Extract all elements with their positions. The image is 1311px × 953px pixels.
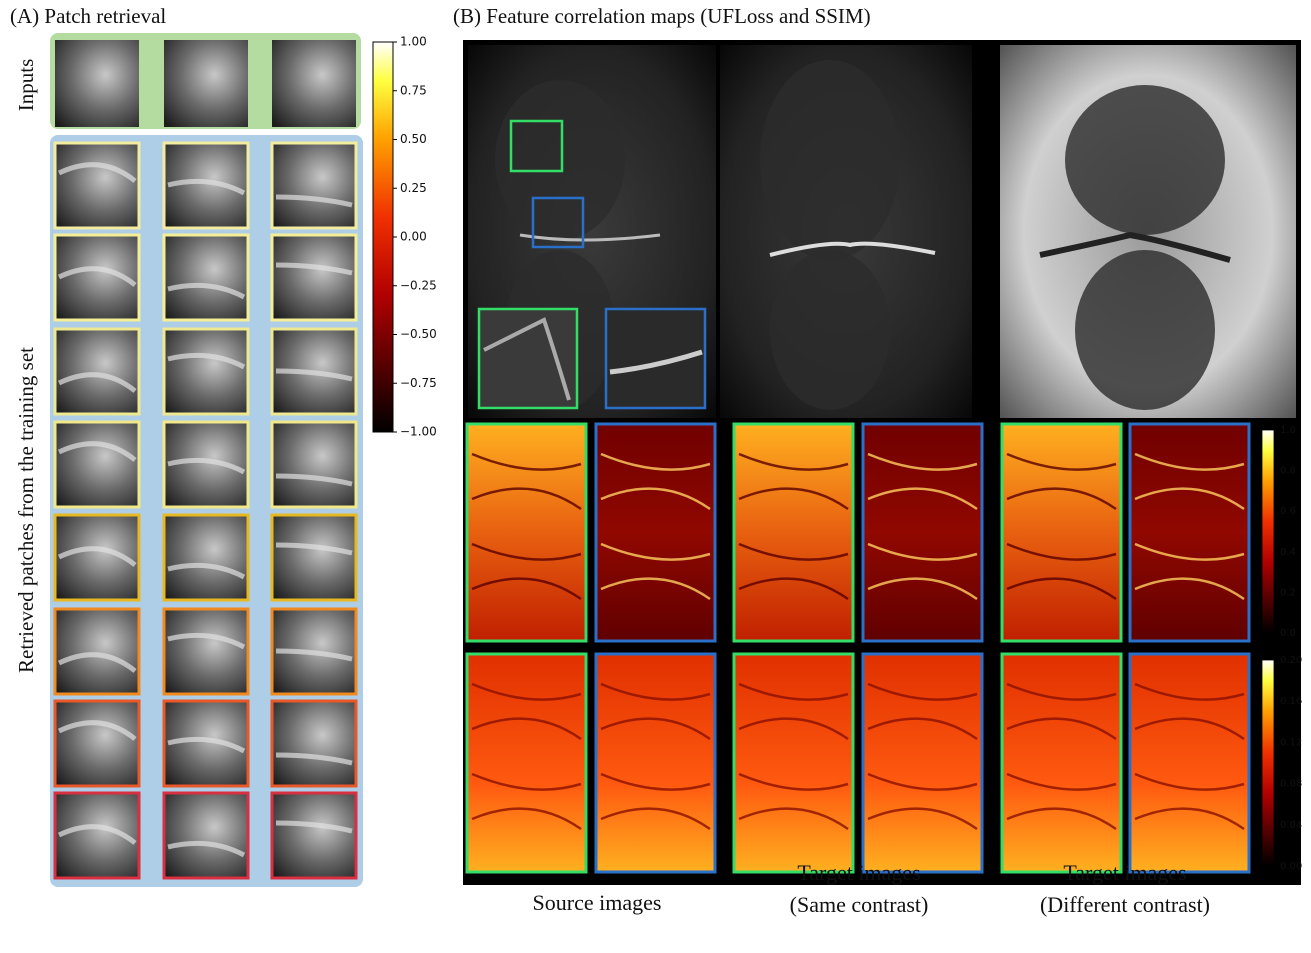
heat-map	[596, 424, 715, 641]
bone	[1075, 250, 1215, 410]
panel-title: (A) Patch retrieval	[10, 4, 166, 28]
retrieved-patch	[164, 235, 248, 320]
retrieved-patch	[55, 143, 139, 228]
retrieved-patch	[55, 609, 139, 694]
heat-map	[1130, 654, 1249, 872]
colorbar-tick-label: 0.4	[1280, 547, 1296, 558]
heat-map	[734, 424, 853, 641]
colorbar-tick-label: 0.6	[1280, 506, 1296, 517]
colorbar-tick-label: 0.25	[400, 181, 427, 195]
retrieved-patch	[272, 515, 356, 600]
colorbar-tick-label: −0.50	[400, 327, 437, 341]
colorbar	[1262, 660, 1274, 866]
input-patch	[55, 40, 139, 127]
column-label: (Same contrast)	[790, 892, 929, 917]
retrieved-patch	[164, 515, 248, 600]
retrieved-patch	[272, 235, 356, 320]
input-patch	[164, 40, 248, 127]
colorbar-tick-label: 0.20	[1280, 655, 1302, 666]
heat-map	[467, 424, 586, 641]
retrieved-patch	[164, 329, 248, 414]
retrieved-patch	[272, 143, 356, 228]
colorbar	[373, 42, 393, 432]
colorbar-tick-label: 0.12	[1280, 737, 1302, 748]
heat-map	[1002, 654, 1121, 872]
retrieved-patch	[272, 793, 356, 878]
column-label: Source images	[533, 890, 662, 915]
heat-map	[596, 654, 715, 872]
inputs-label: Inputs	[14, 59, 38, 112]
bone	[1065, 85, 1225, 235]
retrieved-patch	[55, 329, 139, 414]
colorbar-tick-label: 0.04	[1280, 820, 1302, 831]
bone	[760, 60, 900, 260]
colorbar-tick-label: 0.00	[1280, 861, 1302, 872]
figure: (A) Patch retrieval Inputs Retrieved patch…	[0, 0, 1311, 948]
colorbar-tick-label: 1.0	[1280, 425, 1296, 436]
heat-map	[734, 654, 853, 872]
heat-map	[467, 654, 586, 872]
colorbar-tick-label: 0.2	[1280, 587, 1296, 598]
bone	[770, 250, 890, 410]
bone	[495, 80, 625, 240]
roi-inset	[606, 309, 705, 408]
retrieved-patch	[272, 422, 356, 507]
colorbar-tick-label: −0.25	[400, 278, 437, 292]
heat-map	[1002, 424, 1121, 641]
retrieved-patch	[272, 701, 356, 786]
column-label: Target images	[797, 860, 920, 885]
heat-map	[1130, 424, 1249, 641]
retrieved-patch	[55, 422, 139, 507]
retrieved-label: Retrieved patches from the training set	[14, 347, 38, 673]
colorbar-tick-label: 1.00	[400, 35, 427, 49]
colorbar-tick-label: −0.75	[400, 376, 437, 390]
colorbar-tick-label: 0.00	[400, 230, 427, 244]
colorbar-tick-label: 0.8	[1280, 466, 1296, 477]
input-patch	[272, 40, 356, 127]
roi-inset	[479, 309, 577, 408]
retrieved-patch	[55, 701, 139, 786]
colorbar-tick-label: 0.16	[1280, 696, 1302, 707]
heat-map	[863, 654, 982, 872]
column-label: (Different contrast)	[1040, 892, 1210, 917]
panel-title: (B) Feature correlation maps (UFLoss and…	[453, 4, 871, 28]
colorbar-tick-label: 0.0	[1280, 628, 1296, 639]
colorbar-tick-label: 0.75	[400, 83, 427, 97]
colorbar-tick-label: 0.08	[1280, 779, 1302, 790]
retrieved-patch	[164, 793, 248, 878]
heat-map	[863, 424, 982, 641]
column-label: Target images	[1063, 860, 1186, 885]
colorbar	[1262, 430, 1274, 633]
retrieved-patch	[164, 609, 248, 694]
colorbar-tick-label: −1.00	[400, 425, 437, 439]
colorbar-tick-label: 0.50	[400, 132, 427, 146]
